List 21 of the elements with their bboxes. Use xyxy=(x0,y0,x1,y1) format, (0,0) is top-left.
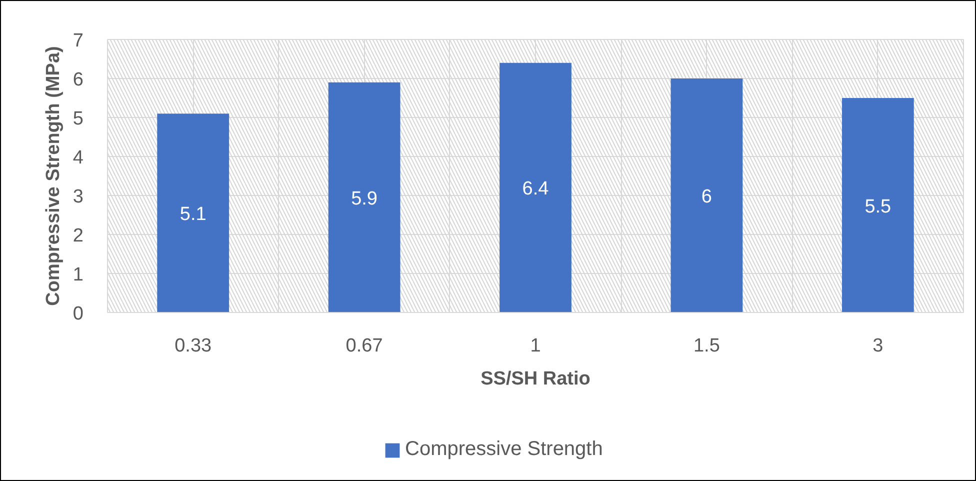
x-tick-label: 1 xyxy=(530,336,541,356)
legend-label: Compressive Strength xyxy=(405,438,603,461)
y-axis-title: Compressive Strength (MPa) xyxy=(42,46,64,306)
data-label: 5.5 xyxy=(864,196,892,218)
y-tick-label: 0 xyxy=(72,304,84,324)
data-label: 6.4 xyxy=(522,178,550,200)
y-tick-label: 6 xyxy=(72,70,84,90)
x-tick-label: 0.67 xyxy=(346,336,383,356)
y-tick-label: 1 xyxy=(72,264,84,286)
y-tick-label: 3 xyxy=(72,186,84,208)
y-tick-label: 2 xyxy=(72,226,84,246)
data-label: 6 xyxy=(701,186,712,208)
data-label: 5.1 xyxy=(180,204,206,226)
y-tick-label: 7 xyxy=(72,30,84,52)
y-tick-label: 5 xyxy=(72,108,84,130)
x-tick-label: 1.5 xyxy=(693,336,720,356)
data-label: 5.9 xyxy=(351,188,378,210)
x-tick-label: 0.33 xyxy=(174,336,212,356)
x-tick-label: 3 xyxy=(872,336,884,356)
x-axis-title: SS/SH Ratio xyxy=(480,368,590,390)
y-tick-label: 4 xyxy=(72,148,84,168)
